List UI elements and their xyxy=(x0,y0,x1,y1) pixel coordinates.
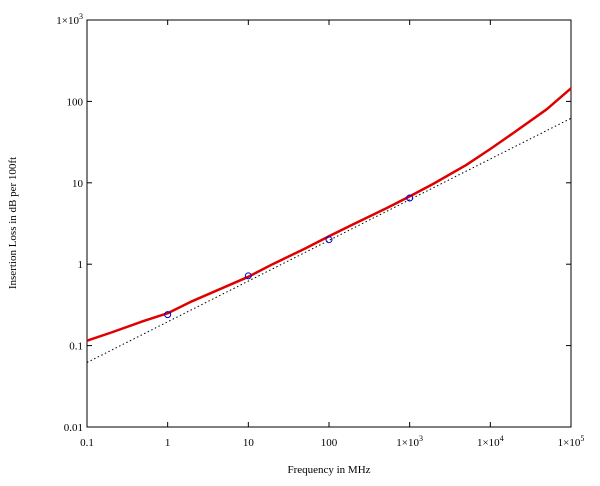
series-line-solid xyxy=(86,87,572,342)
x-tick-label: 0.1 xyxy=(80,437,94,449)
x-tick-label: 10 xyxy=(243,437,255,449)
y-tick-label: 1×103 xyxy=(56,12,83,27)
data-point-marker xyxy=(164,311,172,319)
y-tick-label: 100 xyxy=(67,96,84,108)
x-tick-label: 1×105 xyxy=(558,434,585,449)
ticks: 0.1 1 10 100 1×103 1×104 1×105 0.01 0.1 1 10 100 1×1… xyxy=(56,12,584,449)
x-axis-label: Frequency in MHz xyxy=(287,464,370,476)
y-tick-label: 1 xyxy=(78,259,84,271)
x-tick-label: 100 xyxy=(321,437,338,449)
data-point-marker xyxy=(406,194,414,202)
y-tick-label: 0.1 xyxy=(69,341,83,353)
series-line-dotted xyxy=(86,117,572,363)
plot-frame xyxy=(86,19,572,428)
x-tick-label: 1×103 xyxy=(396,434,423,449)
y-tick-label: 10 xyxy=(72,178,84,190)
x-tick-label: 1 xyxy=(165,437,171,449)
series-layer xyxy=(86,87,572,363)
data-point-marker xyxy=(244,272,252,280)
y-axis-label: Insertion Loss in dB per 100ft xyxy=(7,157,19,289)
data-point-marker xyxy=(325,236,333,244)
x-tick-label: 1×104 xyxy=(477,434,504,449)
y-tick-label: 0.01 xyxy=(64,422,83,434)
